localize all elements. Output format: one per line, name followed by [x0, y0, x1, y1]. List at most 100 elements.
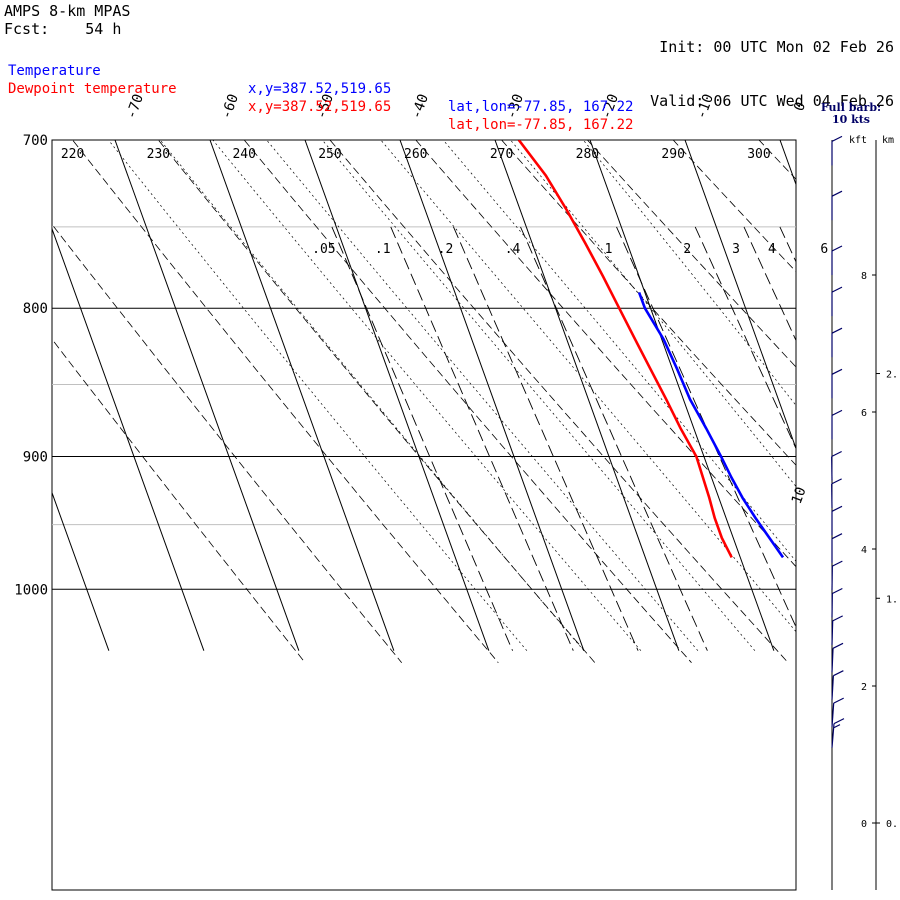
moist-adiabat-line [510, 140, 796, 488]
dry-adiabat-line [52, 338, 306, 663]
mixing-ratio-label: 3 [732, 242, 740, 257]
barb-staff [831, 620, 834, 645]
moist-adiabat-line [321, 140, 756, 651]
isotherm-label: 10 [789, 485, 810, 506]
dry-adiabat-line [243, 140, 692, 663]
wind-barb [831, 533, 843, 563]
wind-barb [831, 327, 843, 358]
legend-item-dewpoint: Dewpoint temperature x,y=387.52,519.65 l… [8, 62, 633, 133]
isotherm-line [114, 140, 300, 651]
wind-barb [831, 670, 844, 700]
barb-staff [831, 648, 834, 673]
isotherm-line [589, 140, 775, 651]
kft-axis-label: kft [849, 135, 867, 146]
dry-adiabat-line [827, 122, 900, 663]
header-left: AMPS 8-km MPAS Fcst: 54 h [4, 2, 130, 38]
isotherm-line [304, 140, 490, 651]
barb-legend-title: Full barb: 10 kts [818, 102, 884, 126]
mixing-ratio-line [616, 226, 796, 629]
dry-adiabat-label: 280 [576, 147, 599, 162]
dry-adiabat-line [415, 140, 796, 568]
dry-adiabat-line [586, 140, 796, 368]
moist-adiabat-line [442, 140, 796, 562]
barb-flag [832, 642, 844, 649]
wind-barb-panel: kft km 8 6 4 2 0 2. 1. 0. [831, 135, 898, 890]
barb-flag [831, 505, 843, 512]
isotherm-line [779, 140, 796, 186]
wind-barb [831, 190, 843, 221]
legend-item-temperature: Temperature x,y=387.52,519.65 lat,lon=-7… [8, 44, 633, 115]
mixing-ratio-label: 1 [605, 242, 613, 257]
barb-staff [831, 703, 835, 728]
isotherm-line [52, 491, 110, 651]
wind-barb [831, 368, 843, 399]
isotherm-line [209, 140, 395, 651]
dry-adiabat-label: 230 [147, 147, 170, 162]
legend-xy: x,y=387.52,519.65 [248, 99, 392, 115]
isotherm-line [0, 140, 14, 651]
mixing-ratio-line [331, 226, 514, 651]
pressure-tick-label: 1000 [14, 582, 48, 598]
barb-flag [832, 560, 843, 567]
mixing-ratio-line [453, 226, 639, 651]
plot-area [0, 122, 900, 891]
barb-title-line1: Full barb: [820, 101, 882, 114]
mixing-ratio-line [694, 226, 796, 450]
wind-barb [831, 478, 842, 508]
wind-barb [831, 245, 843, 275]
wind-barb [831, 642, 844, 673]
wind-barb [831, 505, 843, 536]
km-axis-label: km [882, 135, 894, 146]
wind-barb [831, 450, 842, 481]
legend-name: Dewpoint temperature [8, 81, 177, 97]
mixing-ratio-line [390, 226, 574, 651]
header-right: Init: 00 UTC Mon 02 Feb 26 Valid: 06 UTC… [650, 2, 894, 128]
mixing-ratio-line [779, 226, 796, 263]
moist-adiabat-line [380, 140, 796, 633]
legend-latlon: lat,lon=-77.85, 167.22 [448, 117, 634, 133]
isotherm-line [52, 227, 205, 651]
mixing-ratio-line [743, 226, 796, 342]
dry-adiabat-line [157, 140, 596, 663]
dry-adiabat-label: 290 [661, 147, 684, 162]
dry-adiabat-line [672, 140, 796, 273]
mixing-ratio-label: .1 [375, 242, 391, 257]
wind-barb [831, 409, 843, 440]
kft-tick-label: 4 [861, 545, 867, 556]
legend-latlon: lat,lon=-77.85, 167.22 [448, 99, 634, 115]
kft-tick-label: 0 [861, 819, 867, 830]
legend: Temperature x,y=387.52,519.65 lat,lon=-7… [8, 44, 633, 133]
dry-adiabat-label: 220 [61, 147, 84, 162]
km-tick-label: 2. [886, 370, 898, 381]
mixing-ratio-label: 2 [683, 242, 691, 257]
model-title: AMPS 8-km MPAS [4, 2, 131, 20]
barb-title-line2: 10 kts [831, 113, 871, 126]
mixing-ratio-label: .2 [438, 242, 454, 257]
km-tick-label: 0. [886, 819, 898, 830]
barb-flag [831, 409, 843, 416]
dry-adiabat-label: 270 [490, 147, 513, 162]
moist-adiabat-line [266, 140, 699, 651]
barb-flag [831, 190, 843, 197]
pressure-tick-label: 800 [23, 301, 48, 317]
barb-flag [832, 615, 843, 622]
init-time: Init: 00 UTC Mon 02 Feb 26 [659, 38, 894, 56]
barb-flag [831, 245, 843, 252]
isotherm-line [399, 140, 585, 651]
barb-flag [831, 327, 843, 334]
kft-tick-label: 2 [861, 682, 867, 693]
mixing-ratio-label: .4 [505, 242, 521, 257]
dry-adiabat-line [72, 140, 499, 663]
kft-tick-label: 8 [861, 271, 867, 282]
wind-barb [831, 718, 845, 748]
wind-barb [831, 615, 843, 645]
isotherm-label: -60 [218, 92, 242, 121]
dewpoint-line [517, 140, 733, 558]
isotherm-label: -40 [408, 92, 432, 121]
valid-time: Valid: 06 UTC Wed 04 Feb 26 [650, 92, 894, 110]
barb-flag [831, 368, 843, 375]
dry-adiabat-line [501, 140, 796, 466]
dry-adiabat-line [329, 140, 789, 663]
dry-adiabat-label: 300 [747, 147, 770, 162]
